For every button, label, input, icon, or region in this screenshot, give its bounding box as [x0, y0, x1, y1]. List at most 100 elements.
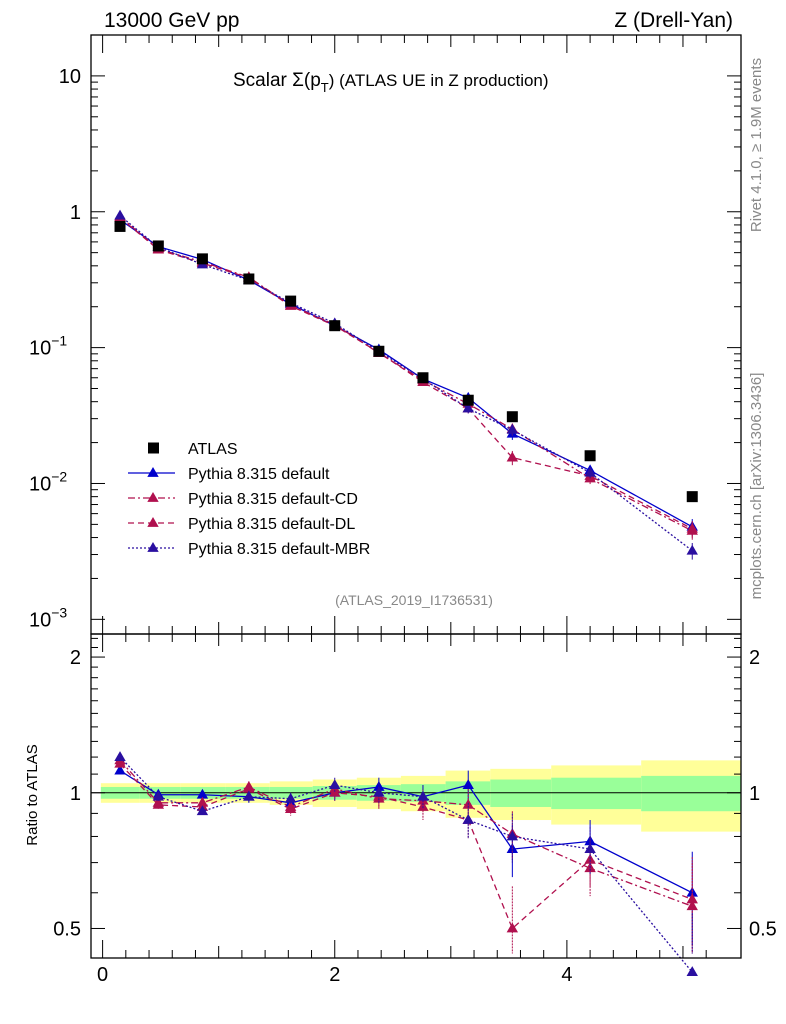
chart-title: Scalar Σ(pT) (ATLAS UE in Z production)	[233, 70, 549, 95]
ratio-point	[284, 803, 297, 813]
legend-entry-0: Pythia 8.315 default	[128, 466, 330, 483]
series-line-ratio	[119, 770, 693, 894]
ratio-point	[284, 792, 297, 803]
ratio-point	[329, 779, 341, 789]
legend-label: Pythia 8.315 default-CD	[188, 491, 358, 508]
data-point	[506, 411, 518, 423]
main-y-tick-label: 10−2	[29, 468, 67, 495]
ratio-point	[506, 830, 519, 841]
analysis-watermark: (ATLAS_2019_I1736531)	[335, 592, 493, 608]
legend-marker-data	[148, 442, 159, 454]
legend-label: Pythia 8.315 default-DL	[188, 516, 355, 533]
tick-exponent: −1	[51, 333, 67, 349]
tick-exponent: −2	[51, 468, 67, 484]
main-y-tick-label: 10	[59, 66, 81, 88]
side-label-top: Rivet 4.1.0, ≥ 1.9M events	[748, 58, 765, 232]
ratio-y-tick-label: 0.5	[53, 918, 81, 940]
legend-label-data: ATLAS	[188, 441, 238, 458]
legend-entry-data: ATLAS	[148, 441, 238, 458]
main-y-tick-label: 10−1	[29, 333, 67, 360]
ratio-point	[152, 798, 165, 809]
title-prefix: Scalar Σ(p	[233, 70, 321, 91]
tick-base: 10	[29, 338, 51, 360]
ratio-point	[686, 893, 698, 904]
ratio-point	[417, 790, 429, 801]
legend-marker	[147, 492, 159, 502]
main-point	[686, 522, 698, 533]
ratio-y-tick-label: 2	[70, 647, 81, 669]
ratio-point	[506, 922, 519, 933]
data-point	[114, 220, 126, 232]
ratio-point	[373, 780, 385, 791]
data-point	[373, 345, 385, 357]
ratio-point	[114, 757, 126, 768]
ratio-point	[373, 786, 385, 797]
data-point	[196, 253, 208, 265]
ratio-ylabel: Ratio to ATLAS	[24, 744, 41, 845]
data-point	[462, 394, 474, 406]
legend-marker	[147, 467, 159, 477]
ratio-y-tick-label: 1	[70, 783, 81, 805]
x-tick-label: 0	[97, 964, 108, 986]
data-point	[329, 320, 341, 332]
ratio-point	[243, 782, 255, 793]
series-line-ratio	[119, 756, 693, 973]
ratio-point	[114, 764, 126, 775]
legend-label: Pythia 8.315 default-MBR	[188, 541, 370, 558]
ratio-y-tick-label-right: 0.5	[749, 918, 777, 940]
ratio-point	[196, 805, 209, 816]
ratio-band-inner	[641, 775, 741, 812]
title-suffix: ) (ATLAS UE in Z production)	[329, 71, 549, 90]
legend-marker	[147, 517, 159, 527]
x-tick-label: 4	[561, 964, 572, 986]
legend-entry-3: Pythia 8.315 default-MBR	[128, 541, 370, 558]
side-label-bottom: mcplots.cern.ch [arXiv:1306.3436]	[748, 373, 765, 600]
ratio-point	[329, 786, 341, 797]
ratio-band-inner	[551, 777, 642, 810]
main-point	[506, 423, 519, 434]
ratio-point	[417, 800, 429, 811]
tick-base: 10	[29, 473, 51, 495]
ratio-point	[114, 751, 126, 761]
ratio-y-tick-label-right: 2	[749, 647, 760, 669]
title-subscript: T	[321, 80, 329, 95]
ratio-point	[243, 790, 255, 801]
ratio-y-tick-label-right: 1	[749, 783, 760, 805]
ratio-point	[686, 966, 698, 977]
ratio-point	[196, 788, 209, 799]
legend-entry-1: Pythia 8.315 default-CD	[128, 491, 358, 508]
main-point	[584, 466, 596, 477]
series-layer	[114, 209, 698, 977]
legend-marker	[147, 542, 159, 552]
main-point	[114, 209, 126, 220]
header-left: 13000 GeV pp	[104, 9, 239, 32]
ratio-panel-frame	[90, 633, 742, 959]
data-series	[114, 220, 698, 503]
series-line-main	[119, 215, 693, 552]
data-point	[584, 450, 596, 462]
data-point	[686, 491, 698, 503]
data-point	[152, 240, 164, 252]
series-line-ratio	[119, 763, 693, 930]
header-right: Z (Drell-Yan)	[614, 9, 733, 32]
main-y-tick-label: 10−3	[29, 604, 67, 631]
ratio-point	[462, 814, 474, 824]
x-tick-label: 2	[329, 964, 340, 986]
main-point	[686, 544, 698, 555]
legend: ATLAS Pythia 8.315 default Pythia 8.315 de…	[128, 441, 370, 558]
main-point	[462, 402, 474, 413]
ratio-point	[462, 779, 474, 789]
legend-entry-2: Pythia 8.315 default-DL	[128, 516, 355, 533]
tick-base: 10	[29, 609, 51, 631]
data-point	[243, 273, 255, 285]
main-point	[506, 451, 519, 462]
legend-label: Pythia 8.315 default	[188, 466, 330, 483]
series-line-ratio	[119, 759, 693, 907]
ratio-point	[584, 843, 596, 853]
data-point	[285, 295, 297, 307]
data-point	[417, 372, 429, 384]
tick-exponent: −3	[51, 604, 67, 620]
